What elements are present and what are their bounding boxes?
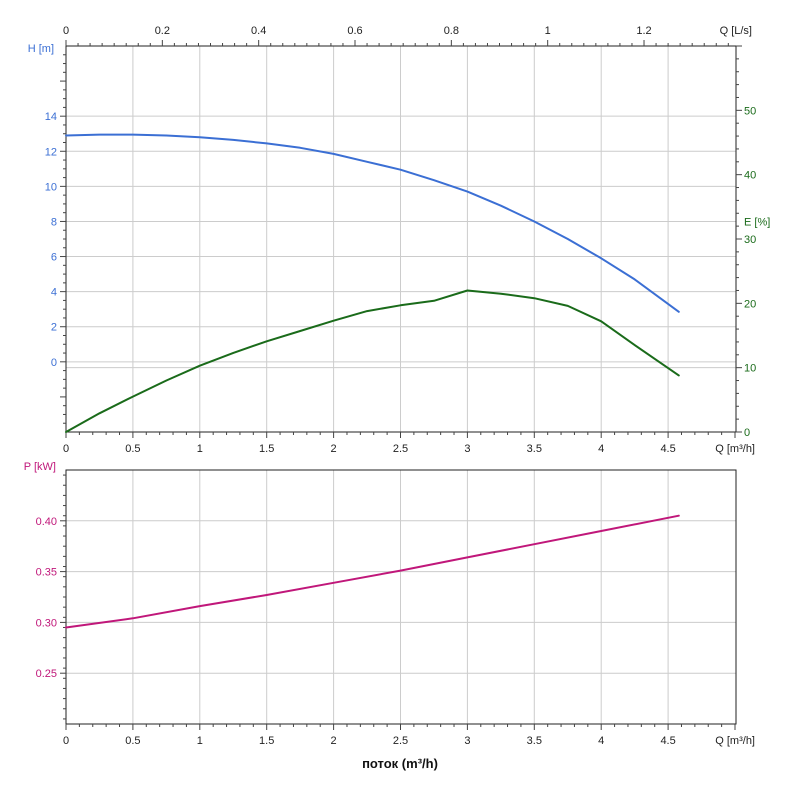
x-tick-label: 1.5 <box>259 735 274 747</box>
x-tick-label: 4.5 <box>660 443 675 455</box>
y-left-tick-label: 8 <box>51 216 57 228</box>
x-top-axis-title: Q [L/s] <box>720 25 752 37</box>
efficiency-curve <box>65 289 680 433</box>
y-left-tick-label: 14 <box>45 111 57 123</box>
y-left-tick-label: 0.30 <box>36 617 57 629</box>
y-left-axis-title: H [m] <box>28 43 54 55</box>
x-tick-label: 3 <box>464 735 470 747</box>
x-tick-label: 2.5 <box>393 735 408 747</box>
x-tick-label: 0 <box>63 443 69 455</box>
x-tick-label: 4.5 <box>660 735 675 747</box>
x-tick-label: 4 <box>598 443 604 455</box>
x-tick-label: 2.5 <box>393 443 408 455</box>
y-right-tick-label: 0 <box>744 427 750 439</box>
x-top-tick-label: 0.6 <box>347 25 362 37</box>
x-tick-label: 3.5 <box>527 735 542 747</box>
y-left-tick-label: 0 <box>51 357 57 369</box>
x-axis-title: Q [m³/h] <box>715 735 755 747</box>
x-tick-label: 1.5 <box>259 443 274 455</box>
y-right-tick-label: 40 <box>744 170 756 182</box>
y-right-tick-label: 20 <box>744 298 756 310</box>
y-left-tick-label: 0.25 <box>36 668 57 680</box>
power-curve <box>65 514 680 629</box>
x-top-tick-label: 0.8 <box>444 25 459 37</box>
y-right-axis-title: E [%] <box>744 216 770 228</box>
head-curve <box>65 133 680 313</box>
x-tick-label: 3.5 <box>527 443 542 455</box>
x-tick-label: 0.5 <box>125 735 140 747</box>
x-tick-label: 0 <box>63 735 69 747</box>
x-axis-footer-label: поток (m³/h) <box>362 756 438 771</box>
x-tick-label: 4 <box>598 735 604 747</box>
x-top-tick-label: 1 <box>545 25 551 37</box>
x-top-tick-label: 0.4 <box>251 25 266 37</box>
y-left-tick-label: 10 <box>45 181 57 193</box>
x-top-tick-label: 0 <box>63 25 69 37</box>
power-panel: 0.25 0.30 0.35 0.40 0 0.5 1 1.5 2 2.5 3 3.5 4 4.5 P [k… <box>24 461 755 747</box>
y-right-tick-label: 30 <box>744 234 756 246</box>
y-left-tick-label: 0.40 <box>36 516 57 528</box>
x-axis-title: Q [m³/h] <box>715 443 755 455</box>
x-tick-label: 3 <box>464 443 470 455</box>
x-tick-label: 2 <box>331 735 337 747</box>
y-right-tick-label: 10 <box>744 363 756 375</box>
y-right-tick-label: 50 <box>744 105 756 117</box>
x-top-tick-label: 1.2 <box>636 25 651 37</box>
y-left-tick-label: 12 <box>45 146 57 158</box>
y-left-tick-label: 0.35 <box>36 567 57 579</box>
x-tick-label: 2 <box>331 443 337 455</box>
y-left-tick-label: 2 <box>51 322 57 334</box>
x-tick-label: 1 <box>197 443 203 455</box>
x-top-tick-label: 0.2 <box>155 25 170 37</box>
x-tick-label: 1 <box>197 735 203 747</box>
y-left-tick-label: 6 <box>51 252 57 264</box>
y-left-tick-label: 4 <box>51 287 57 299</box>
y-left-axis-title: P [kW] <box>24 461 56 473</box>
x-tick-label: 0.5 <box>125 443 140 455</box>
